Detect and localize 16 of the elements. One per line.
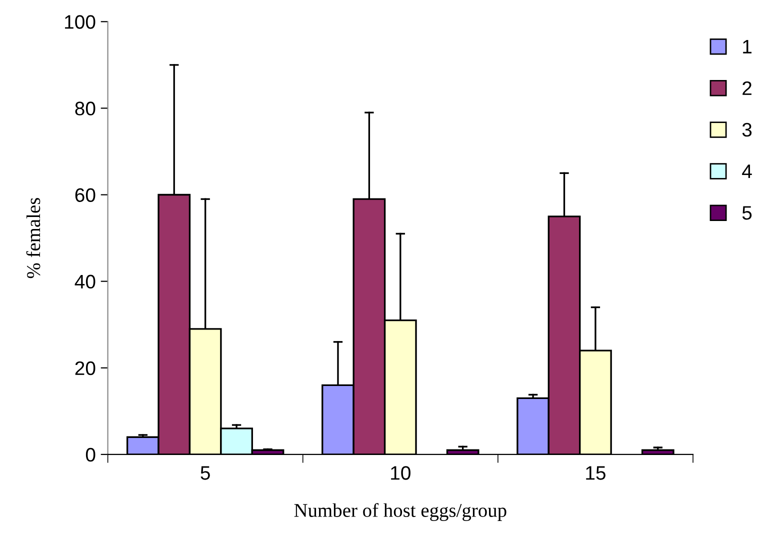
y-tick-label: 40 bbox=[74, 274, 96, 289]
legend-label: 3 bbox=[742, 122, 752, 137]
x-tick-label: 5 bbox=[200, 466, 210, 480]
y-tick-label: 60 bbox=[75, 188, 96, 202]
x-tick-label: 15 bbox=[586, 466, 606, 480]
y-tick-label: 20 bbox=[75, 361, 96, 376]
y-tick-label: 80 bbox=[75, 102, 96, 116]
y-tick-label: 0 bbox=[86, 448, 96, 462]
x-axis-title: Number of host eggs/group bbox=[294, 503, 506, 522]
legend-label: 4 bbox=[742, 164, 752, 178]
legend-label: 5 bbox=[742, 206, 752, 220]
y-tick-label: 100 bbox=[65, 15, 96, 29]
legend-label: 1 bbox=[743, 40, 752, 54]
y-axis-title: % females bbox=[26, 198, 40, 278]
legend-label: 2 bbox=[742, 81, 752, 95]
x-tick-label: 10 bbox=[391, 466, 410, 480]
